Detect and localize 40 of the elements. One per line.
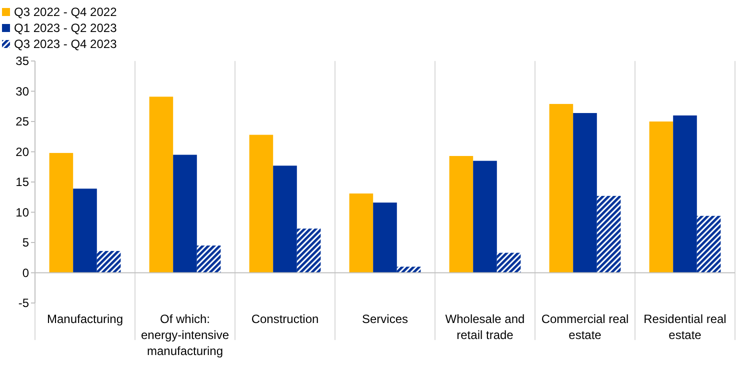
bar	[96, 250, 121, 273]
legend-label: Q3 2022 - Q4 2022	[14, 5, 118, 20]
bar	[73, 188, 97, 273]
y-tick-label: 30	[16, 84, 30, 98]
bar	[396, 266, 421, 273]
bar	[249, 134, 274, 273]
y-tick-label: 10	[16, 205, 30, 220]
bar	[673, 115, 697, 273]
bar	[296, 228, 321, 273]
bar	[273, 166, 297, 273]
x-tick-label: Of which: energy-intensive manufacturing	[140, 312, 230, 358]
y-tick-label: 5	[22, 236, 30, 250]
y-tick-label: 35	[16, 54, 30, 68]
bar	[149, 96, 174, 273]
y-tick-label: 20	[16, 144, 30, 159]
x-tick-label: Services	[362, 312, 408, 326]
y-tick-label: 25	[16, 114, 30, 129]
bar	[373, 202, 397, 273]
x-tick-label: Commercial real estate	[541, 312, 629, 342]
bar	[173, 154, 197, 273]
bar	[449, 156, 474, 273]
x-tick-label: Residential real estate	[644, 312, 726, 342]
x-tick-label: Wholesale and retail trade	[445, 312, 525, 342]
bar	[473, 160, 497, 273]
y-tick-label: 0	[22, 266, 30, 280]
bar	[549, 104, 574, 273]
bar	[196, 246, 221, 273]
x-tick-label: Manufacturing	[46, 312, 124, 326]
legend-label: Q1 2023 - Q2 2023	[14, 21, 118, 36]
y-tick-label: 15	[16, 175, 30, 190]
bar	[596, 196, 621, 273]
bar	[349, 193, 374, 273]
bar	[573, 113, 597, 273]
x-tick-label: Construction	[251, 312, 319, 326]
legend-label: Q3 2023 - Q4 2023	[14, 37, 118, 52]
y-tick-label: -5	[18, 296, 30, 310]
bar	[696, 216, 721, 273]
bar	[649, 122, 674, 273]
bar	[496, 252, 521, 273]
bar	[49, 152, 74, 273]
